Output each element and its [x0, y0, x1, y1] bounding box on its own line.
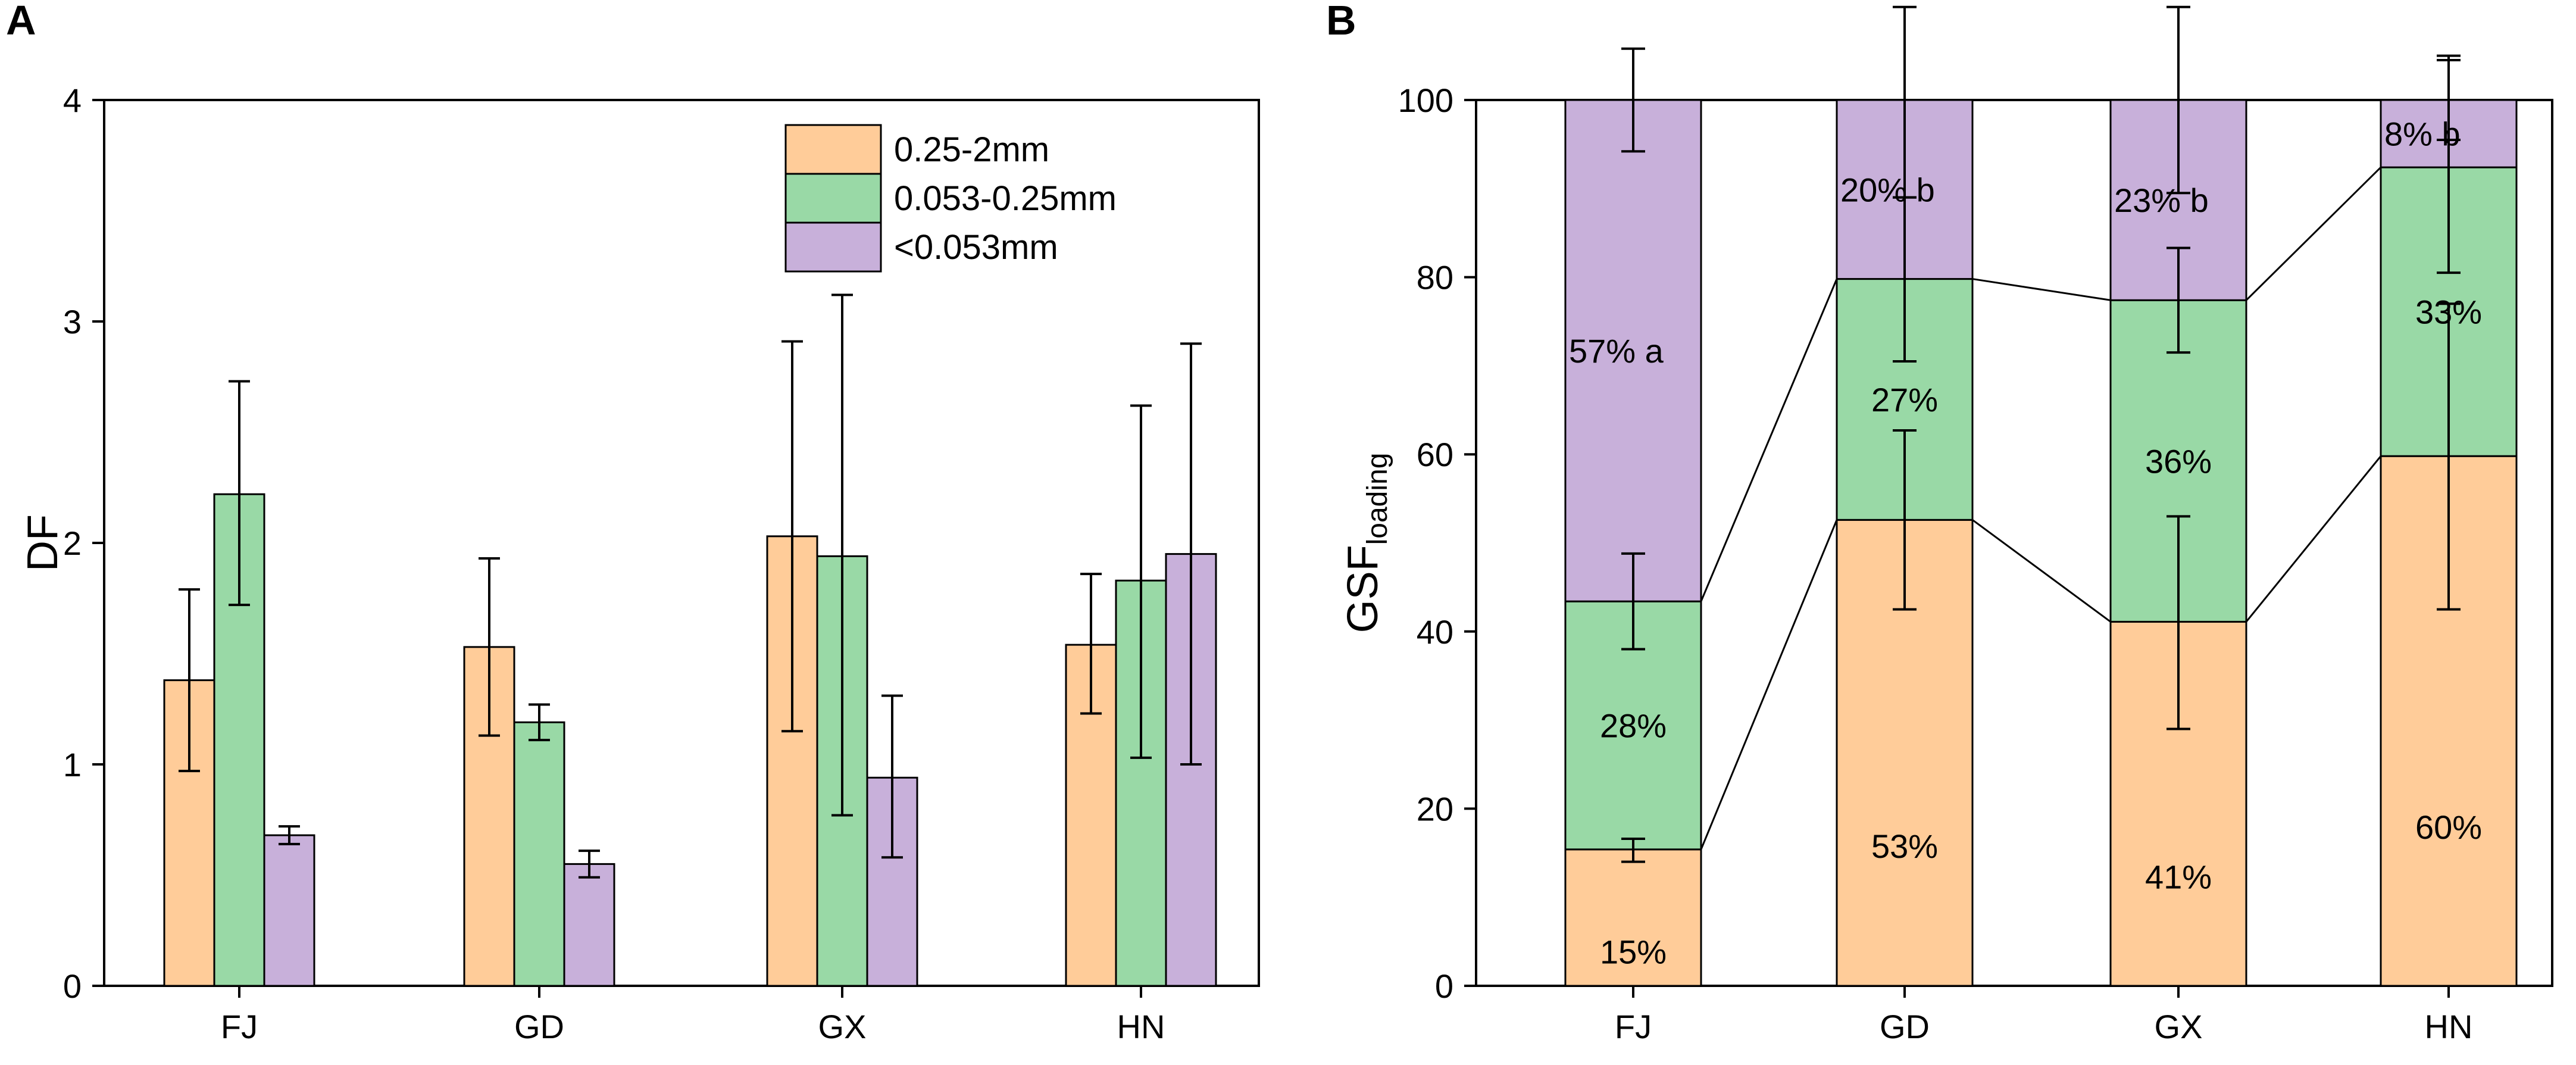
- error-bar-a: [579, 849, 600, 879]
- panel-a-label: A: [6, 0, 36, 43]
- data-label-b: 33%: [2415, 293, 2482, 331]
- data-label-b: 20% b: [1840, 171, 1935, 208]
- y-tick-label-a: 4: [63, 82, 82, 119]
- y-axis-title-b: GSFloading: [1339, 453, 1393, 633]
- connector-line-b: [2245, 455, 2382, 623]
- y-tick-label-b: 20: [1417, 790, 1453, 827]
- x-tick-label-a: FJ: [221, 1008, 258, 1045]
- x-tick-label-b: GX: [2155, 1008, 2203, 1045]
- error-bar-a: [229, 380, 250, 607]
- data-label-b: 60%: [2415, 808, 2482, 846]
- y-axis-title-main: GSF: [1339, 545, 1387, 633]
- bar-a: [263, 834, 315, 987]
- error-bar-b: [1621, 552, 1645, 651]
- error-bar-a: [781, 340, 803, 733]
- error-bar-b: [2437, 54, 2461, 141]
- y-tick-label-b: 80: [1417, 259, 1453, 296]
- y-tick-label-b: 100: [1398, 82, 1453, 119]
- error-bar-b: [2437, 302, 2461, 611]
- connector-line-b: [1700, 278, 1838, 602]
- data-label-b: 41%: [2145, 858, 2212, 896]
- x-tick-label-b: GD: [1880, 1008, 1930, 1045]
- connector-line-b: [1972, 278, 2111, 301]
- x-tick-label-b: FJ: [1615, 1008, 1652, 1045]
- y-tick-label-a: 2: [63, 524, 82, 562]
- y-tick-label-b: 60: [1417, 436, 1453, 473]
- legend-label: 0.053-0.25mm: [894, 179, 1117, 218]
- data-label-b: 57% a: [1569, 332, 1664, 370]
- y-tick-label-a: 3: [63, 303, 82, 341]
- error-bar-a: [831, 293, 853, 817]
- panel-a: A 0 1 2 3 4 FJ GD GX HN DF 0.25-2mm 0.053-0.25mm <0.0…: [6, 0, 1260, 1045]
- x-tick-label-b: HN: [2425, 1008, 2473, 1045]
- error-bar-b: [2167, 515, 2190, 730]
- error-bar-a: [1130, 404, 1152, 759]
- bar-a: [513, 721, 565, 987]
- data-label-b: 36%: [2145, 442, 2212, 480]
- error-bar-b: [2167, 246, 2190, 354]
- y-tick-label-a: 0: [63, 967, 82, 1005]
- error-bar-a: [1080, 573, 1102, 715]
- error-bar-a: [881, 694, 903, 859]
- data-label-b: 23% b: [2114, 182, 2209, 219]
- error-bar-b: [1621, 837, 1645, 863]
- data-label-b: 53%: [1871, 827, 1938, 865]
- connector-line-b: [1700, 519, 1838, 850]
- x-tick-label-a: GX: [818, 1008, 867, 1045]
- legend-swatch: [784, 221, 882, 273]
- stack-segment-b: [1564, 848, 1702, 987]
- y-axis-title-sub: loading: [1362, 453, 1393, 545]
- data-label-b: 28%: [1600, 707, 1667, 745]
- data-label-b: 15%: [1600, 933, 1667, 971]
- legend-label: 0.25-2mm: [894, 130, 1049, 169]
- legend-swatch: [784, 124, 882, 175]
- connector-line-b: [2245, 167, 2382, 301]
- connector-line-b: [1972, 519, 2111, 623]
- error-bar-a: [179, 588, 200, 773]
- legend-swatch: [784, 173, 882, 224]
- error-bar-b: [1893, 5, 1917, 199]
- error-bar-b: [2167, 5, 2190, 195]
- x-tick-label-a: HN: [1117, 1008, 1165, 1045]
- error-bar-a: [479, 557, 500, 737]
- x-tick-label-a: GD: [514, 1008, 564, 1045]
- error-bar-a: [529, 703, 550, 742]
- y-tick-label-b: 40: [1417, 613, 1453, 651]
- y-tick-label-a: 1: [63, 746, 82, 783]
- panel-b: B 0 20 40 60 80 100 FJ GD GX HN GSFloading 15% 53% 41%…: [1326, 0, 2553, 1045]
- panel-b-label: B: [1326, 0, 1356, 43]
- y-tick-label-b: 0: [1435, 967, 1453, 1005]
- y-axis-title-a: DF: [19, 514, 67, 571]
- error-bar-b: [1893, 429, 1917, 611]
- data-label-b: 27%: [1871, 381, 1938, 418]
- error-bar-a: [1180, 342, 1202, 766]
- legend-a: 0.25-2mm 0.053-0.25mm <0.053mm: [784, 124, 1117, 273]
- legend-label: <0.053mm: [894, 228, 1058, 267]
- bar-a: [563, 863, 615, 987]
- data-label-b: 8% b: [2384, 115, 2461, 153]
- error-bar-a: [279, 825, 300, 845]
- error-bar-b: [1621, 47, 1645, 153]
